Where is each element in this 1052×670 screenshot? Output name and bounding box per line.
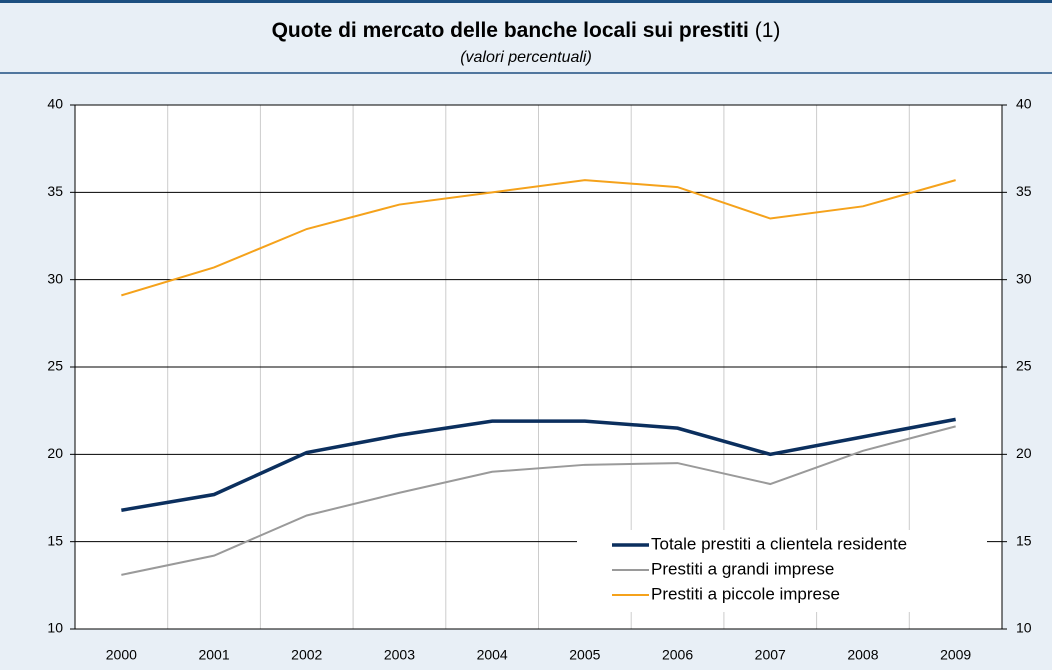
title-main: Quote di mercato delle banche locali sui… (272, 19, 749, 42)
x-tick-label: 2003 (384, 647, 415, 663)
series-line (121, 179, 956, 297)
y-tick-label: 15 (47, 532, 63, 548)
x-tick-label: 2005 (569, 647, 600, 663)
x-tick-label: 2008 (847, 647, 878, 663)
x-tick-label: 2002 (291, 647, 322, 663)
chart-subtitle: (valori percentuali) (460, 49, 592, 66)
y2-tick-label: 10 (1016, 620, 1032, 636)
y-tick-label: 30 (47, 270, 63, 286)
y2-tick-label: 25 (1016, 358, 1032, 374)
y2-tick-label: 35 (1016, 183, 1032, 199)
x-tick-label: 2004 (477, 647, 508, 663)
x-tick-label: 2006 (662, 647, 693, 663)
title-note: (1) (755, 19, 781, 42)
y2-tick-label: 15 (1016, 532, 1032, 548)
x-tick-label: 2001 (198, 647, 229, 663)
y-tick-label: 40 (47, 96, 63, 112)
legend-label: Prestiti a grandi imprese (651, 559, 834, 578)
y-tick-label: 25 (47, 358, 63, 374)
x-tick-label: 2007 (755, 647, 786, 663)
y2-tick-label: 30 (1016, 270, 1032, 286)
chart-title: Quote di mercato delle banche locali sui… (272, 19, 781, 42)
x-tick-label: 2009 (940, 647, 971, 663)
x-tick-label: 2000 (106, 647, 137, 663)
legend-label: Totale prestiti a clientela residente (651, 534, 907, 553)
y2-tick-label: 20 (1016, 445, 1032, 461)
series-line (121, 417, 956, 512)
y-tick-label: 35 (47, 183, 63, 199)
legend-label: Prestiti a piccole imprese (651, 584, 840, 603)
series-line (121, 425, 956, 576)
y-tick-label: 10 (47, 620, 63, 636)
y-tick-label: 20 (47, 445, 63, 461)
y2-tick-label: 40 (1016, 96, 1032, 112)
